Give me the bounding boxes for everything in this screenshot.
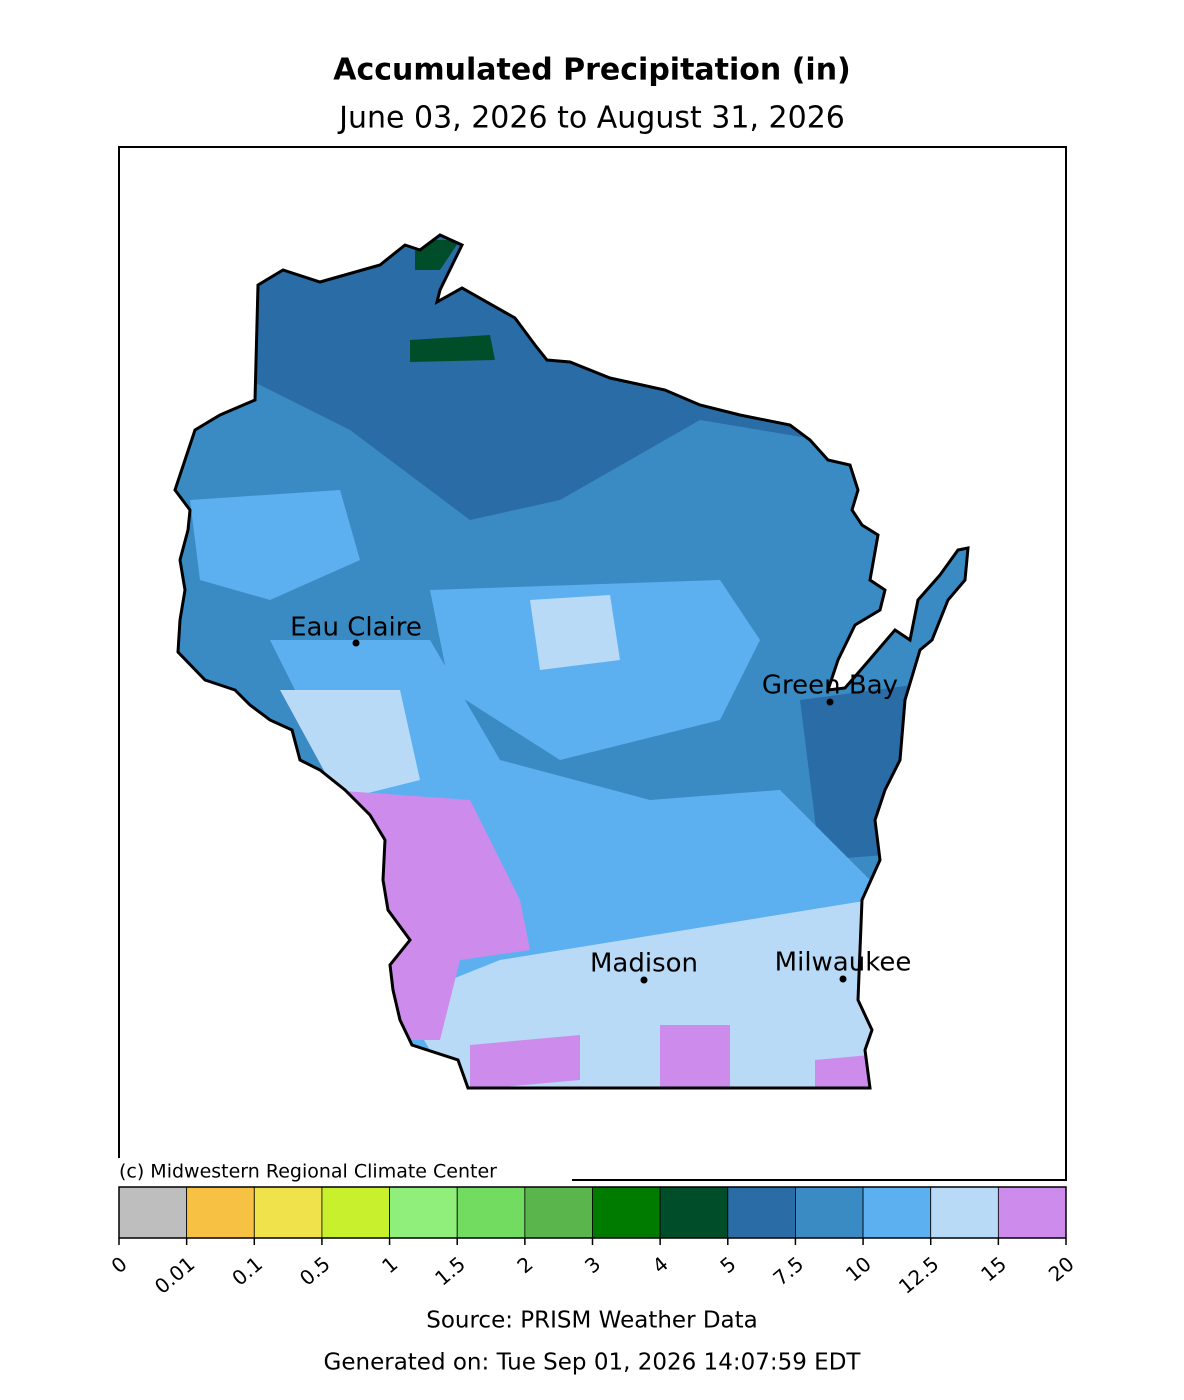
colorbar-tick-label: 0.5 — [295, 1252, 335, 1291]
colorbar-tick-label: 15 — [976, 1252, 1011, 1287]
city-label: Green Bay — [762, 671, 898, 701]
colorbar-bin — [592, 1186, 661, 1239]
city-label: Milwaukee — [775, 948, 912, 978]
colorbar-bin — [253, 1186, 323, 1239]
map-frame — [118, 146, 1067, 1181]
credit-bg — [117, 1158, 572, 1184]
map-subtitle: June 03, 2026 to August 31, 2026 — [337, 101, 845, 136]
colorbar-tick-label: 10 — [841, 1252, 876, 1287]
colorbar-tick-label: 7.5 — [768, 1252, 808, 1291]
colorbar-tick-label: 1 — [377, 1252, 402, 1279]
colorbar-bin — [930, 1186, 999, 1239]
city-dot — [640, 976, 648, 984]
colorbar-bin — [456, 1186, 526, 1239]
city-label: Madison — [590, 949, 698, 979]
colorbar-tick-label: 1.5 — [430, 1252, 470, 1291]
city-markers: Eau Claire Green Bay Madison Milwaukee — [290, 613, 911, 984]
colorbar-tick-label: 4 — [648, 1252, 673, 1279]
colorbar-bin — [389, 1186, 458, 1239]
city-dot — [352, 639, 360, 647]
colorbar-bin — [118, 1186, 188, 1239]
colorbar-bin — [862, 1186, 932, 1239]
colorbar-tick-label: 3 — [580, 1252, 605, 1279]
city-label: Eau Claire — [290, 613, 422, 643]
credit: (c) Midwestern Regional Climate Center — [119, 1161, 497, 1183]
colorbar-tick-label: 5 — [715, 1252, 740, 1279]
colorbar: 0 0.01 0.1 0.5 1 1.5 2 3 4 5 7.5 10 12.5 15 20 — [107, 1186, 1079, 1299]
colorbar-tick-label: 2 — [512, 1252, 537, 1279]
city-dot — [839, 975, 847, 983]
city-dot — [826, 698, 834, 706]
colorbar-bin — [659, 1186, 729, 1239]
source: Source: PRISM Weather Data — [426, 1308, 758, 1334]
generated: Generated on: Tue Sep 01, 2026 14:07:59 … — [324, 1350, 862, 1376]
colorbar-tick-label: 0 — [107, 1252, 132, 1279]
colorbar-bin — [524, 1186, 593, 1239]
colorbar-tick-label: 12.5 — [894, 1252, 944, 1299]
colorbar-bin — [795, 1186, 864, 1239]
colorbar-bin — [321, 1186, 390, 1239]
colorbar-tick-label: 0.1 — [227, 1252, 267, 1291]
colorbar-bin — [727, 1186, 796, 1239]
colorbar-tick-label: 0.01 — [150, 1252, 200, 1299]
colorbar-bin — [186, 1186, 255, 1239]
map-title: Accumulated Precipitation (in) — [333, 53, 851, 88]
colorbar-bin — [997, 1186, 1067, 1239]
colorbar-tick-label: 20 — [1044, 1252, 1079, 1287]
